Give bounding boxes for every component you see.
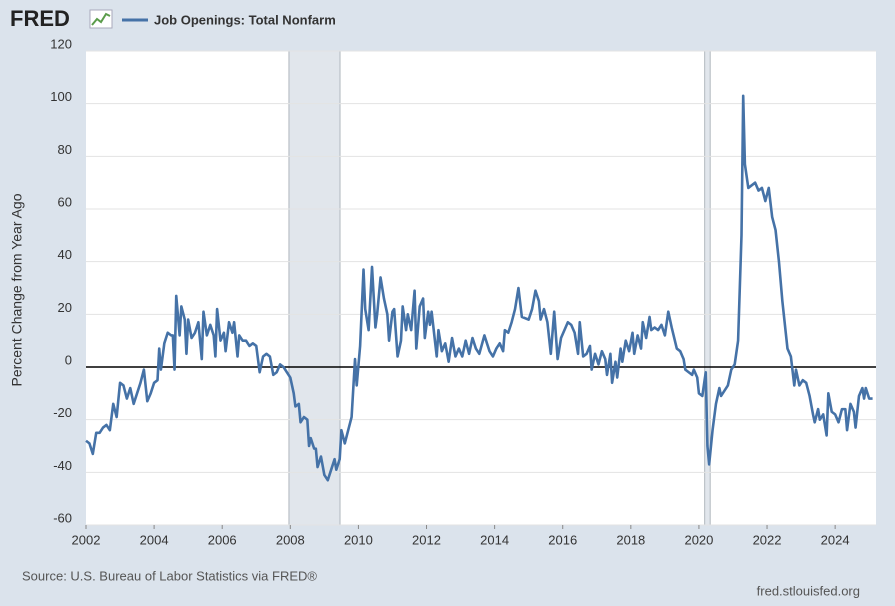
y-tick-label: 60 xyxy=(58,194,72,209)
y-tick-label: -40 xyxy=(53,458,72,473)
y-tick-label: 40 xyxy=(58,247,72,262)
x-tick-label: 2014 xyxy=(480,532,509,547)
x-tick-label: 2002 xyxy=(72,532,101,547)
x-tick-label: 2018 xyxy=(616,532,645,547)
x-tick-label: 2022 xyxy=(753,532,782,547)
y-tick-label: 20 xyxy=(58,300,72,315)
x-tick-label: 2008 xyxy=(276,532,305,547)
site: fred.stlouisfed.org xyxy=(757,583,860,598)
x-tick-label: 2012 xyxy=(412,532,441,547)
y-axis-label: Percent Change from Year Ago xyxy=(9,193,25,386)
x-tick-label: 2016 xyxy=(548,532,577,547)
x-tick-label: 2004 xyxy=(140,532,169,547)
recession-band xyxy=(288,50,341,526)
y-tick-label: 120 xyxy=(50,36,72,51)
legend-label: Job Openings: Total Nonfarm xyxy=(154,12,336,27)
y-tick-label: -20 xyxy=(53,405,72,420)
x-tick-label: 2006 xyxy=(208,532,237,547)
y-tick-label: 100 xyxy=(50,89,72,104)
data-line xyxy=(85,94,873,482)
source: Source: U.S. Bureau of Labor Statistics … xyxy=(22,568,317,583)
y-tick-label: 80 xyxy=(58,142,72,157)
y-tick-label: -60 xyxy=(53,510,72,525)
logo: FRED xyxy=(10,6,70,31)
x-tick-label: 2010 xyxy=(344,532,373,547)
x-tick-label: 2020 xyxy=(684,532,713,547)
y-tick-label: 0 xyxy=(65,352,72,367)
logo-icon xyxy=(89,9,113,29)
plot-area xyxy=(86,51,876,525)
x-tick-label: 2024 xyxy=(821,532,850,547)
